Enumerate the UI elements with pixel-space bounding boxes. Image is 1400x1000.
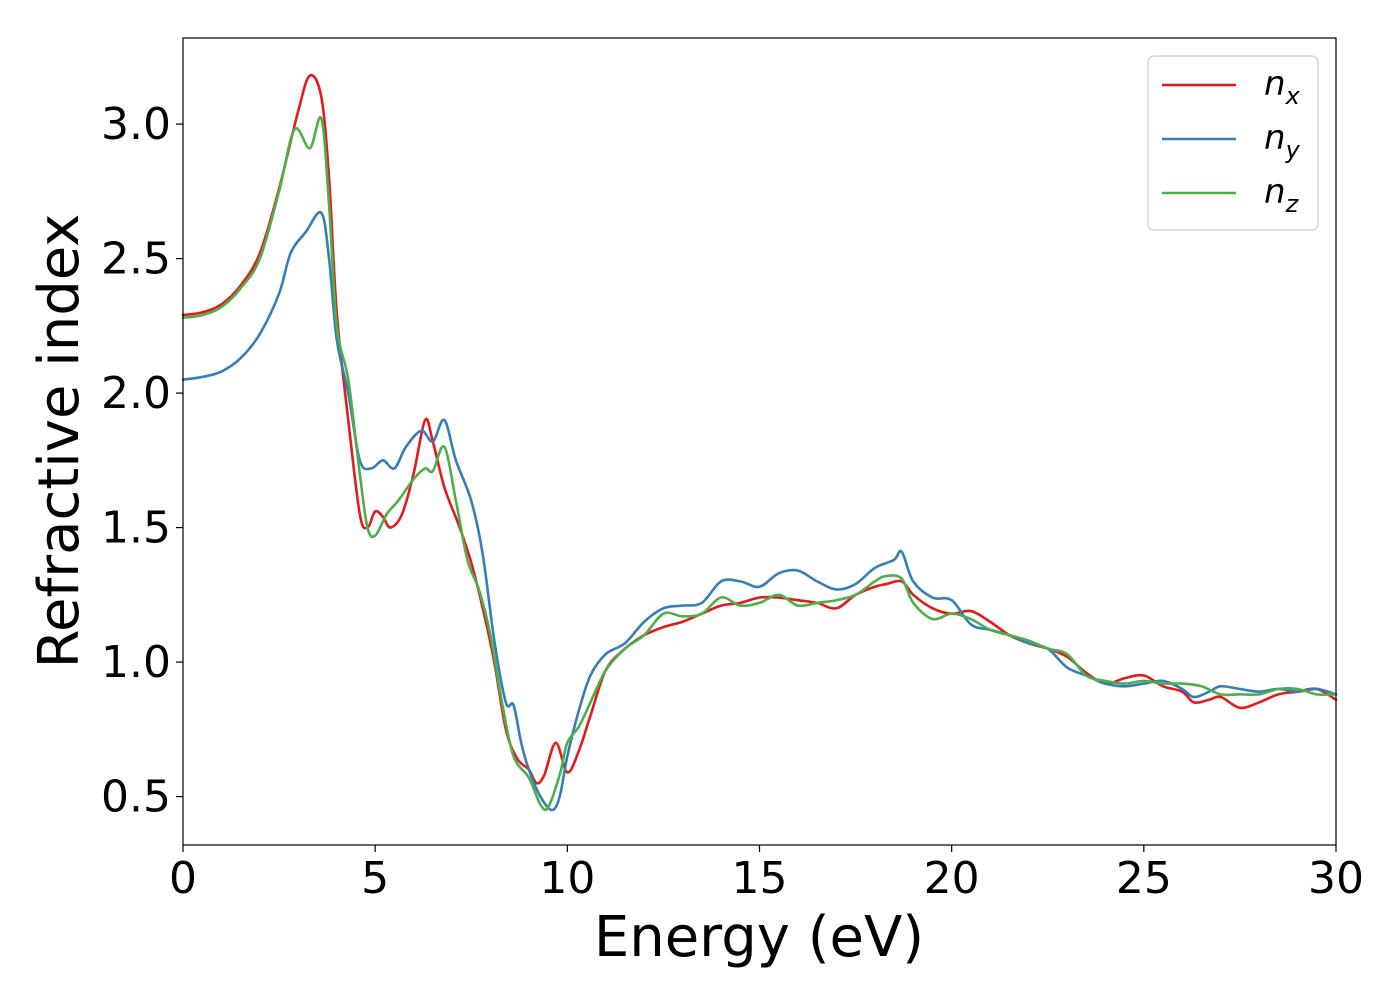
legend-label-n-z: nz <box>1264 172 1300 218</box>
x-tick-label: 30 <box>1308 853 1364 904</box>
legend-frame <box>1147 55 1319 231</box>
x-tick-label: 15 <box>732 853 788 904</box>
x-tick-label: 0 <box>169 853 197 904</box>
y-axis-title: Refractive index <box>27 214 92 669</box>
legend-label-subscript: y <box>1285 136 1301 164</box>
y-tick-label: 0.5 <box>101 772 171 823</box>
y-tick-label: 1.5 <box>101 503 171 554</box>
series-line-n-y <box>181 210 1338 812</box>
x-tick-label: 5 <box>361 853 389 904</box>
legend-label-main: n <box>1264 172 1286 212</box>
y-tick-label: 3.0 <box>101 99 171 150</box>
x-tick-label: 25 <box>1116 853 1172 904</box>
x-axis: 0 5 10 15 20 25 30 <box>169 845 1364 904</box>
x-axis-title: Energy (eV) <box>594 905 924 970</box>
y-axis: 0.5 1.0 1.5 2.0 2.5 3.0 <box>101 99 183 823</box>
x-tick-label: 10 <box>539 853 595 904</box>
series-line-n-z <box>181 115 1338 812</box>
legend-label-main: n <box>1264 64 1286 104</box>
series-layer <box>181 73 1338 812</box>
legend-label-main: n <box>1264 118 1286 158</box>
legend-label-subscript: x <box>1285 82 1301 110</box>
y-tick-label: 2.0 <box>101 368 171 419</box>
legend-label-n-y: ny <box>1264 118 1301 164</box>
legend-label-n-x: nx <box>1264 64 1301 110</box>
y-tick-label: 2.5 <box>101 234 171 285</box>
y-tick-label: 1.0 <box>101 637 171 688</box>
x-tick-label: 20 <box>924 853 980 904</box>
legend-label-subscript: z <box>1285 190 1300 218</box>
